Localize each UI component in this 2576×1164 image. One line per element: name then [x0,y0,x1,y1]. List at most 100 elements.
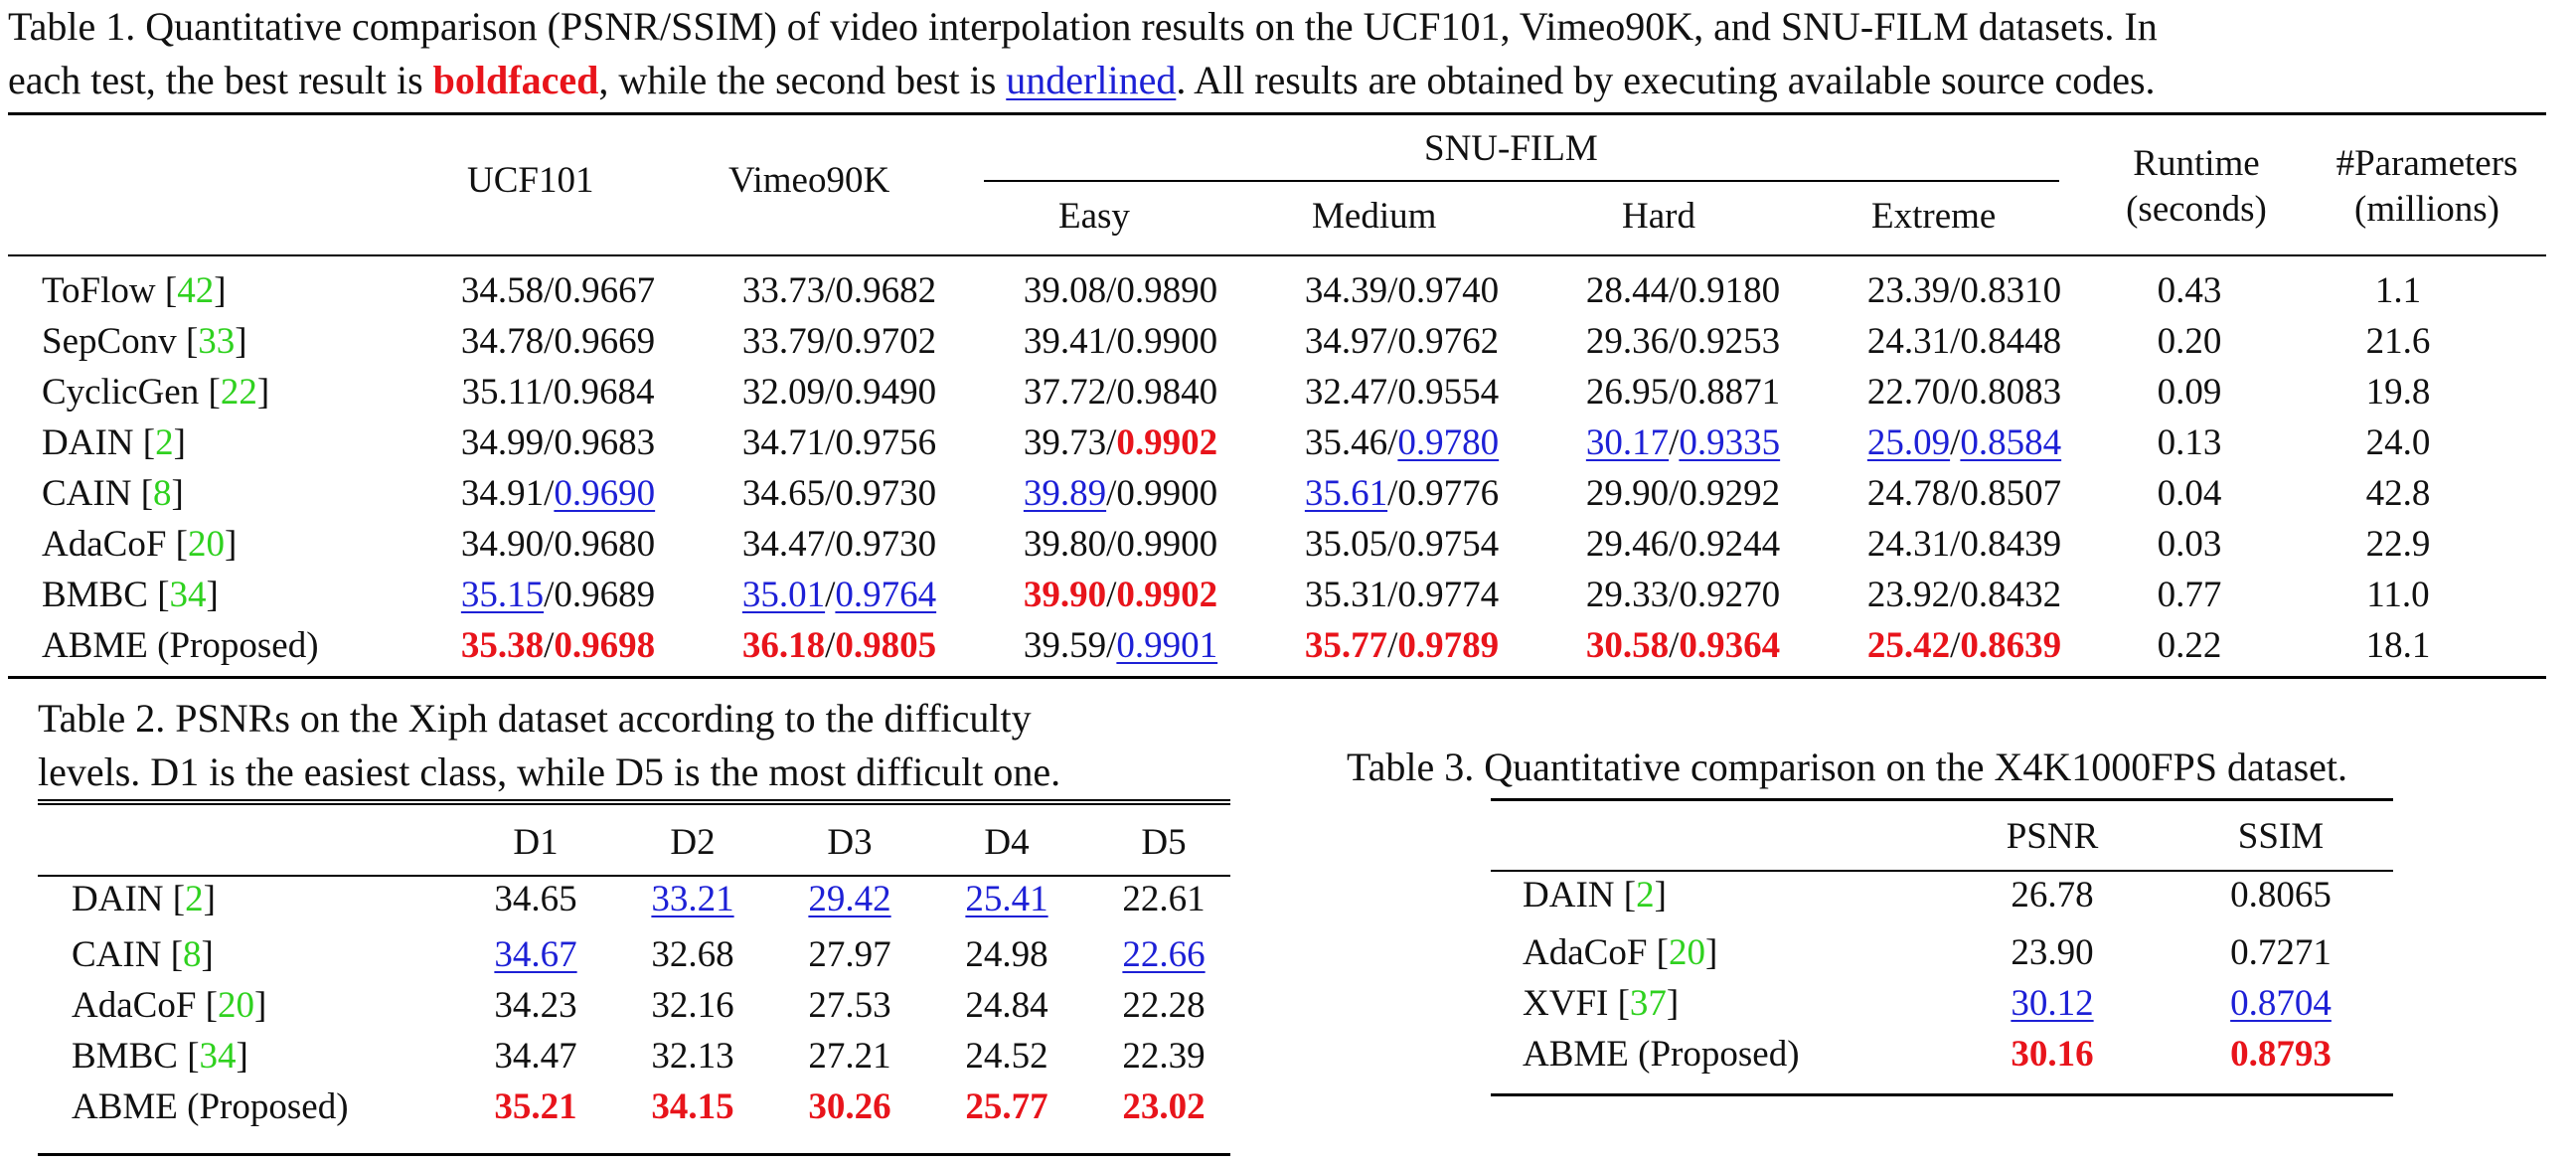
table-row: BMBC [34] 34.47 32.13 27.21 24.52 22.39 [60,1031,1242,1081]
psnr-value: 25.42 [1866,625,1951,666]
params-cell: 21.6 [2365,321,2431,362]
ref-bracket: [ [177,1036,200,1077]
metric-cell: 0.8793 [2167,1029,2395,1080]
ssim-value: 0.9774 [1397,575,1500,615]
metric-cell: 23.90 [1938,927,2167,978]
header-vimeo90k: Vimeo90K [728,160,890,201]
psnr-ssim-cell: 39.08/0.9890 [980,265,1261,316]
metric-cell: 0.7271 [2167,927,2395,978]
header-extreme: Extreme [1871,196,1997,237]
psnr-value: 29.42 [808,878,891,919]
ssim-value: 0.8507 [1960,473,2062,514]
psnr-value: 39.41 [1023,321,1107,362]
psnr-cell: 23.02 [1085,1081,1242,1132]
psnr-ssim-cell: 34.91/0.9690 [417,468,699,519]
method-name: CAIN [42,473,132,514]
table-row: ToFlow [42] 34.58/0.9667 33.73/0.9682 39.08… [30,265,2522,316]
separator: / [1387,524,1398,565]
psnr-value: 30.17 [1585,422,1670,463]
psnr-value: 39.73 [1023,422,1107,463]
method-cell: ABME (Proposed) [60,1081,457,1132]
params-cell: 19.8 [2365,372,2431,413]
separator: / [1106,625,1117,666]
psnr-cell: 24.98 [928,929,1085,980]
ssim-value: 0.9840 [1116,372,1218,413]
psnr-ssim-cell: 28.44/0.9180 [1542,265,1824,316]
header-row: D1 D2 D3 D4 D5 [60,817,1242,868]
ref-bracket: ] [253,985,267,1026]
table1-caption-line2: each test, the best result is boldfaced,… [8,54,2158,107]
header-d2: D2 [670,822,716,863]
psnr-cell: 34.65 [457,868,614,929]
method-cell: DAIN [2] [60,868,457,929]
runtime-cell: 0.13 [2157,422,2222,463]
psnr-ssim-cell: 37.72/0.9840 [980,367,1261,417]
runtime-cell: 0.22 [2157,625,2222,666]
psnr-cell: 32.16 [614,980,771,1031]
psnr-ssim-cell: 35.77/0.9789 [1261,620,1542,671]
method-name: CyclicGen [42,372,200,413]
table-row: CAIN [8] 34.91/0.9690 34.65/0.9730 39.89/0.… [30,468,2522,519]
separator: / [1669,321,1680,362]
ssim-value: 0.9364 [1679,625,1781,666]
separator: / [825,625,836,666]
psnr-ssim-cell: 34.58/0.9667 [417,265,699,316]
ref-bracket: ] [171,473,184,514]
header-d3: D3 [827,822,873,863]
psnr-ssim-cell: 23.39/0.8310 [1824,265,2105,316]
psnr-value: 24.78 [1866,473,1951,514]
psnr-value: 34.23 [494,985,577,1026]
separator: / [1669,575,1680,615]
separator: / [1387,473,1398,514]
psnr-value: 29.46 [1585,524,1670,565]
separator: / [1950,524,1961,565]
separator: / [1669,625,1680,666]
psnr-ssim-cell: 39.89/0.9900 [980,468,1261,519]
ssim-value: 0.9902 [1116,575,1218,615]
psnr-cell: 34.15 [614,1081,771,1132]
header-params-line2: (millions) [2354,189,2499,230]
ssim-value: 0.9683 [554,422,656,463]
ref-bracket: ] [206,575,219,615]
separator: / [1950,473,1961,514]
psnr-ssim-cell: 26.95/0.8871 [1542,367,1824,417]
psnr-value: 35.61 [1304,473,1388,514]
psnr-value: 34.90 [460,524,545,565]
metric-value: 0.8065 [2230,874,2332,915]
psnr-value: 29.33 [1585,575,1670,615]
psnr-value: 34.91 [460,473,545,514]
table2-header-rule [38,875,1230,877]
psnr-value: 34.71 [741,422,826,463]
ssim-value: 0.9805 [835,625,937,666]
psnr-ssim-cell: 25.42/0.8639 [1824,620,2105,671]
table1-body: ToFlow [42] 34.58/0.9667 33.73/0.9682 39.08… [30,265,2522,671]
method-name: AdaCoF [1523,932,1648,973]
caption-text: each test, the best result is [8,58,433,102]
ssim-value: 0.9756 [835,422,937,463]
method-name: SepConv [42,321,177,362]
psnr-ssim-cell: 34.65/0.9730 [699,468,980,519]
ref-bracket: [ [133,422,156,463]
citation-ref: 8 [153,473,172,514]
table2-bottom-rule [38,1153,1230,1156]
separator: / [1950,625,1961,666]
psnr-cell: 22.66 [1085,929,1242,980]
table1-caption: Table 1. Quantitative comparison (PSNR/S… [8,0,2158,107]
ref-bracket: [ [131,473,154,514]
header-empty [1511,811,1938,862]
separator: / [1950,372,1961,413]
psnr-ssim-cell: 39.90/0.9902 [980,570,1261,620]
ssim-value: 0.9900 [1116,524,1218,565]
table-row: AdaCoF [20] 23.90 0.7271 [1511,927,2395,978]
psnr-cell: 34.47 [457,1031,614,1081]
ref-bracket: ] [235,321,247,362]
method-cell: BMBC [34] [60,1031,457,1081]
separator: / [543,372,554,413]
psnr-value: 35.77 [1304,625,1388,666]
citation-ref: 42 [177,270,215,311]
psnr-value: 35.01 [741,575,826,615]
method-name: CAIN [72,934,162,975]
citation-ref: 20 [217,985,254,1026]
method-name: AdaCoF [72,985,197,1026]
header-d4: D4 [984,822,1030,863]
